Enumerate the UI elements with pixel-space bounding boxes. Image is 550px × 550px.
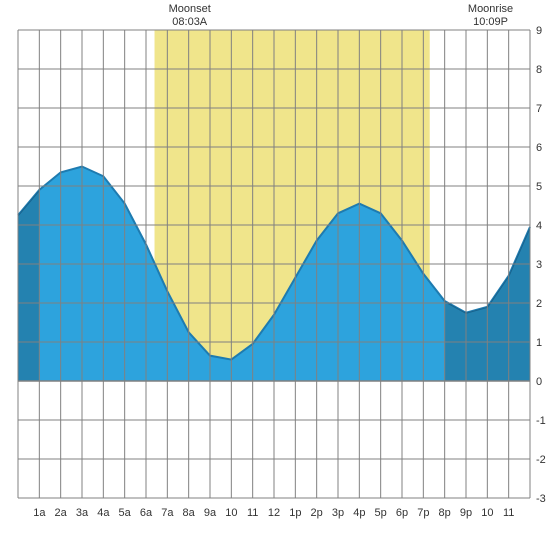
y-tick-label: -2 xyxy=(536,454,546,466)
x-tick-label: 11 xyxy=(503,507,514,519)
x-tick-label: 4p xyxy=(353,507,365,519)
x-tick-label: 7p xyxy=(417,507,429,519)
x-tick-label: 5a xyxy=(119,507,132,519)
top-label-right-title: Moonrise xyxy=(468,3,513,15)
x-tick-label: 6p xyxy=(396,507,408,519)
y-tick-label: -1 xyxy=(536,415,546,427)
y-tick-label: 5 xyxy=(536,181,542,193)
x-tick-label: 9p xyxy=(460,507,472,519)
chart-svg: -3-2-101234567891a2a3a4a5a6a7a8a9a101112… xyxy=(0,0,550,550)
x-tick-label: 7a xyxy=(161,507,174,519)
x-tick-label: 10 xyxy=(481,507,493,519)
x-tick-label: 4a xyxy=(97,507,110,519)
y-tick-label: 1 xyxy=(536,337,542,349)
x-tick-label: 9a xyxy=(204,507,217,519)
y-tick-label: 6 xyxy=(536,142,542,154)
x-tick-label: 12 xyxy=(268,507,280,519)
y-tick-label: 0 xyxy=(536,376,542,388)
x-tick-label: 2a xyxy=(55,507,68,519)
y-tick-label: 2 xyxy=(536,298,542,310)
top-label-left-title: Moonset xyxy=(169,3,211,15)
y-tick-label: 4 xyxy=(536,220,542,232)
y-tick-label: 9 xyxy=(536,25,542,37)
x-tick-label: 11 xyxy=(247,507,258,519)
x-tick-label: 8p xyxy=(439,507,451,519)
x-tick-label: 5p xyxy=(375,507,387,519)
x-tick-label: 1a xyxy=(33,507,46,519)
y-tick-label: 8 xyxy=(536,64,542,76)
y-tick-label: -3 xyxy=(536,493,546,505)
top-label-left-value: 08:03A xyxy=(172,16,208,28)
x-tick-label: 1p xyxy=(289,507,301,519)
x-tick-label: 2p xyxy=(311,507,323,519)
x-tick-label: 8a xyxy=(183,507,196,519)
y-tick-label: 7 xyxy=(536,103,542,115)
top-label-right-value: 10:09P xyxy=(473,16,508,28)
x-tick-label: 3p xyxy=(332,507,344,519)
tide-chart: -3-2-101234567891a2a3a4a5a6a7a8a9a101112… xyxy=(0,0,550,550)
x-tick-label: 3a xyxy=(76,507,89,519)
x-tick-label: 10 xyxy=(225,507,237,519)
x-tick-label: 6a xyxy=(140,507,153,519)
y-tick-label: 3 xyxy=(536,259,542,271)
